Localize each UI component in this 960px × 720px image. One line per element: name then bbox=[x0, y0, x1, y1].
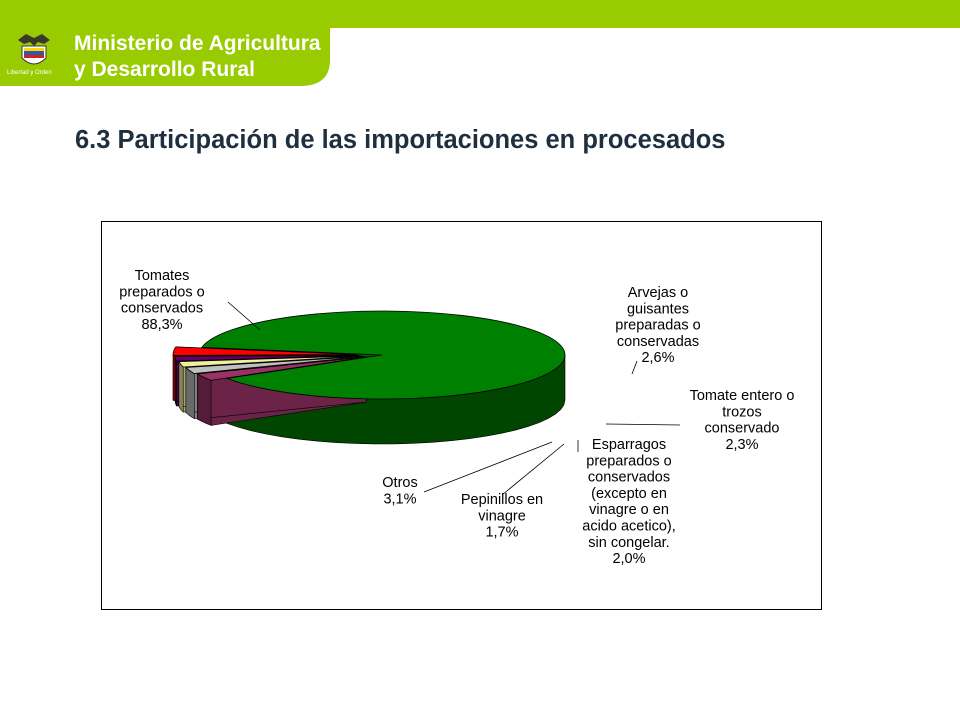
pie-slice bbox=[172, 346, 357, 356]
slice-label: Tomate entero o trozos conservado 2,3% bbox=[690, 388, 795, 453]
slice-label: Arvejas o guisantes preparadas o conservada… bbox=[615, 285, 700, 366]
leader-line bbox=[631, 360, 638, 375]
coat-of-arms-icon bbox=[18, 34, 50, 65]
pie-slice bbox=[184, 356, 364, 374]
leader-line bbox=[501, 443, 565, 496]
page-title: 6.3 Participación de las importaciones e… bbox=[75, 126, 726, 154]
slice-label: Pepinillos en vinagre 1,7% bbox=[461, 492, 543, 541]
leader-line bbox=[423, 441, 553, 493]
ministry-name-line2: y Desarrollo Rural bbox=[74, 58, 255, 81]
header-ministry-panel bbox=[0, 28, 330, 86]
ministry-name-line1: Ministerio de Agricultura bbox=[74, 32, 321, 55]
pie-chart: Tomates preparados o conservados 88,3% Arvej… bbox=[119, 268, 795, 567]
pie-slice bbox=[178, 355, 361, 368]
chart-frame: Tomates preparados o conservados 88,3% Arvej… bbox=[101, 221, 822, 610]
slice-label: Tomates preparados o conservados 88,3% bbox=[119, 268, 204, 333]
slice-label: Esparragos preparados o conservados (except… bbox=[582, 437, 676, 567]
header-banner: Libertad y Orden Ministerio de Agricultu… bbox=[0, 0, 960, 86]
leader-line bbox=[605, 423, 681, 426]
pie-slice bbox=[174, 355, 359, 362]
pie-slice bbox=[195, 356, 367, 381]
leader-line bbox=[227, 301, 261, 331]
pie-slice bbox=[201, 310, 566, 400]
header-top-bar bbox=[0, 0, 960, 28]
slice-label: Otros 3,1% bbox=[382, 475, 417, 507]
motto-text: Libertad y Orden bbox=[7, 70, 52, 76]
